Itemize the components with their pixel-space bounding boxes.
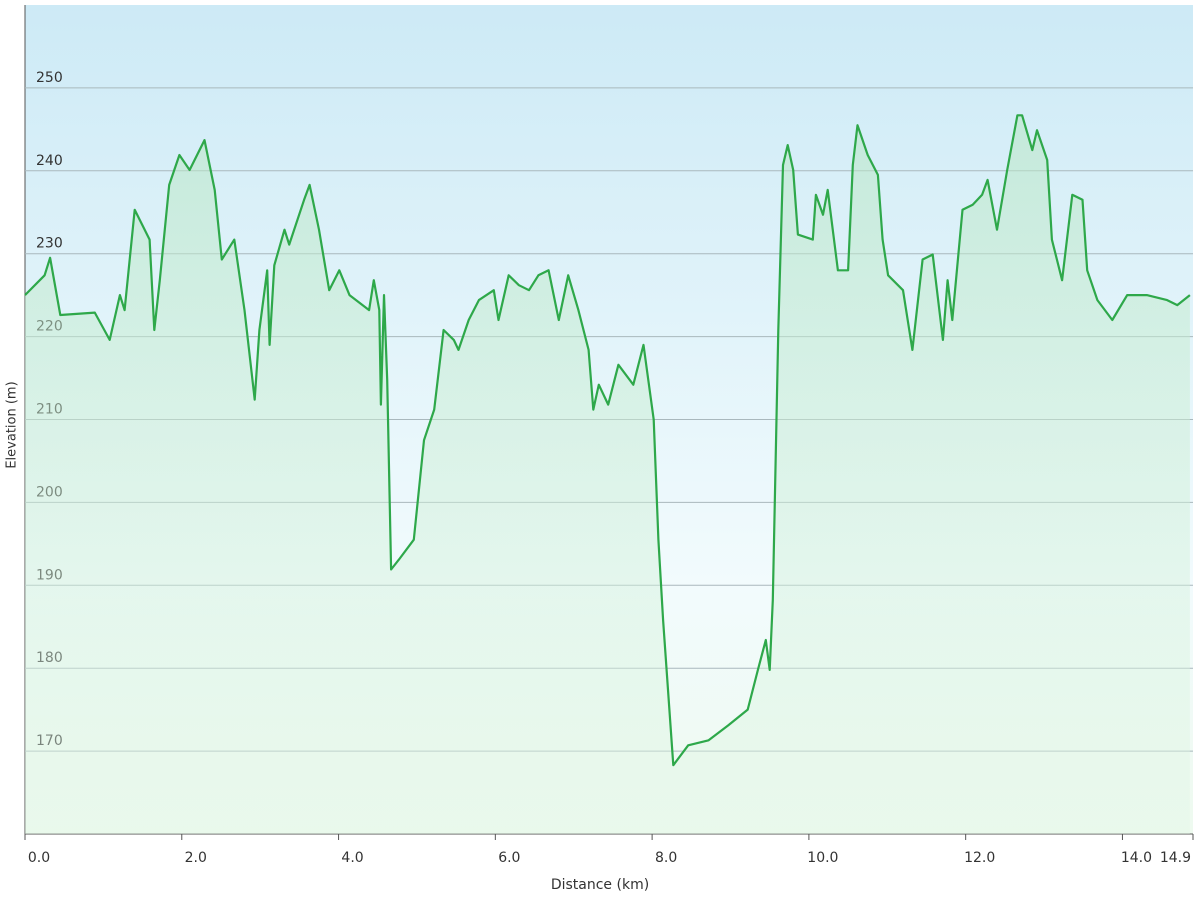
- x-tick-label: 10.0: [807, 850, 838, 866]
- x-tick-label: 4.0: [341, 850, 363, 866]
- x-tick-label: 8.0: [655, 850, 677, 866]
- y-tick-label: 230: [36, 236, 63, 252]
- x-tick-label: 14.0: [1121, 850, 1152, 866]
- elevation-line: [24, 114, 1191, 767]
- x-tick-label: 0.0: [28, 850, 50, 866]
- x-axis-title: Distance (km): [551, 877, 649, 893]
- y-tick-label: 240: [36, 153, 63, 169]
- x-tick-label: 2.0: [185, 850, 207, 866]
- area-fill: [25, 115, 1190, 835]
- y-tick-label: 250: [36, 70, 63, 86]
- x-tick-label: 6.0: [498, 850, 520, 866]
- x-tick-label: 12.0: [964, 850, 995, 866]
- x-tick-label: 14.9: [1160, 850, 1191, 866]
- y-axis-title: Elevation (m): [5, 381, 20, 468]
